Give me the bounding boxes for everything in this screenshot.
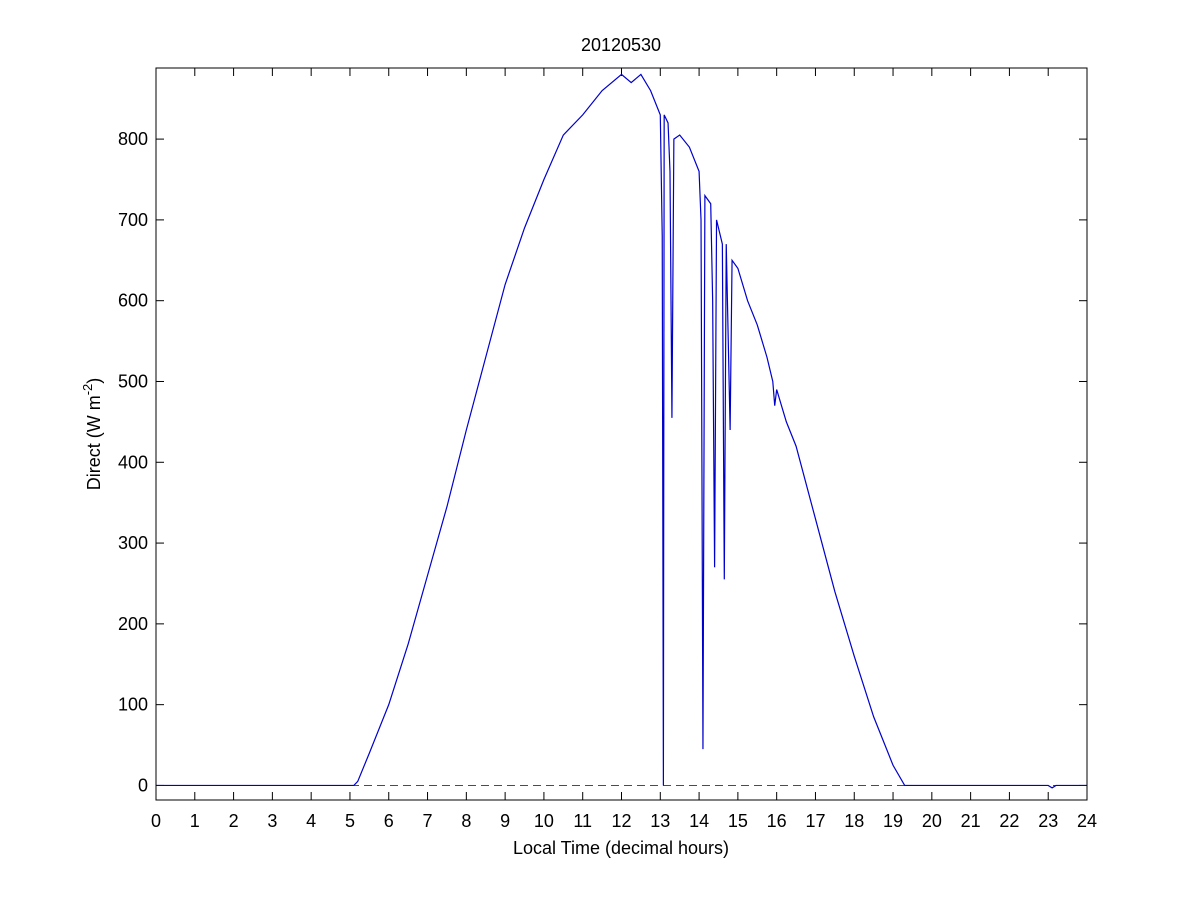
x-tick-label: 2: [229, 811, 239, 831]
x-tick-label: 12: [611, 811, 631, 831]
x-tick-label: 6: [384, 811, 394, 831]
x-tick-label: 0: [151, 811, 161, 831]
x-tick-label: 22: [999, 811, 1019, 831]
x-tick-label: 1: [190, 811, 200, 831]
x-tick-label: 17: [805, 811, 825, 831]
x-tick-label: 13: [650, 811, 670, 831]
x-tick-label: 21: [961, 811, 981, 831]
x-tick-label: 24: [1077, 811, 1097, 831]
x-tick-label: 18: [844, 811, 864, 831]
x-tick-label: 15: [728, 811, 748, 831]
x-tick-label: 7: [423, 811, 433, 831]
x-axis-label: Local Time (decimal hours): [513, 838, 729, 858]
y-tick-label: 0: [138, 775, 148, 795]
y-tick-label: 700: [118, 210, 148, 230]
x-tick-label: 23: [1038, 811, 1058, 831]
y-tick-label: 600: [118, 291, 148, 311]
x-tick-label: 14: [689, 811, 709, 831]
x-tick-label: 8: [461, 811, 471, 831]
y-tick-label: 500: [118, 371, 148, 391]
data-line: [156, 73, 1087, 789]
x-tick-label: 9: [500, 811, 510, 831]
y-tick-label: 800: [118, 129, 148, 149]
y-tick-label: 200: [118, 614, 148, 634]
x-tick-label: 20: [922, 811, 942, 831]
x-tick-label: 19: [883, 811, 903, 831]
plot-frame: [155, 67, 1088, 801]
x-tick-label: 11: [573, 811, 592, 831]
x-tick-label: 16: [767, 811, 787, 831]
y-axis-label: Direct (W m-2): [80, 378, 104, 491]
x-tick-label: 10: [534, 811, 554, 831]
y-tick-label: 100: [118, 695, 148, 715]
x-tick-label: 4: [306, 811, 316, 831]
y-axis-label-main: Direct (W m: [84, 395, 104, 490]
y-axis-label-sup: -2: [80, 384, 95, 396]
x-tick-label: 5: [345, 811, 355, 831]
y-axis-label-end: ): [84, 378, 104, 384]
x-tick-label: 3: [267, 811, 277, 831]
y-tick-label: 300: [118, 533, 148, 553]
y-tick-label: 400: [118, 452, 148, 472]
chart-title: 20120530: [581, 35, 661, 55]
